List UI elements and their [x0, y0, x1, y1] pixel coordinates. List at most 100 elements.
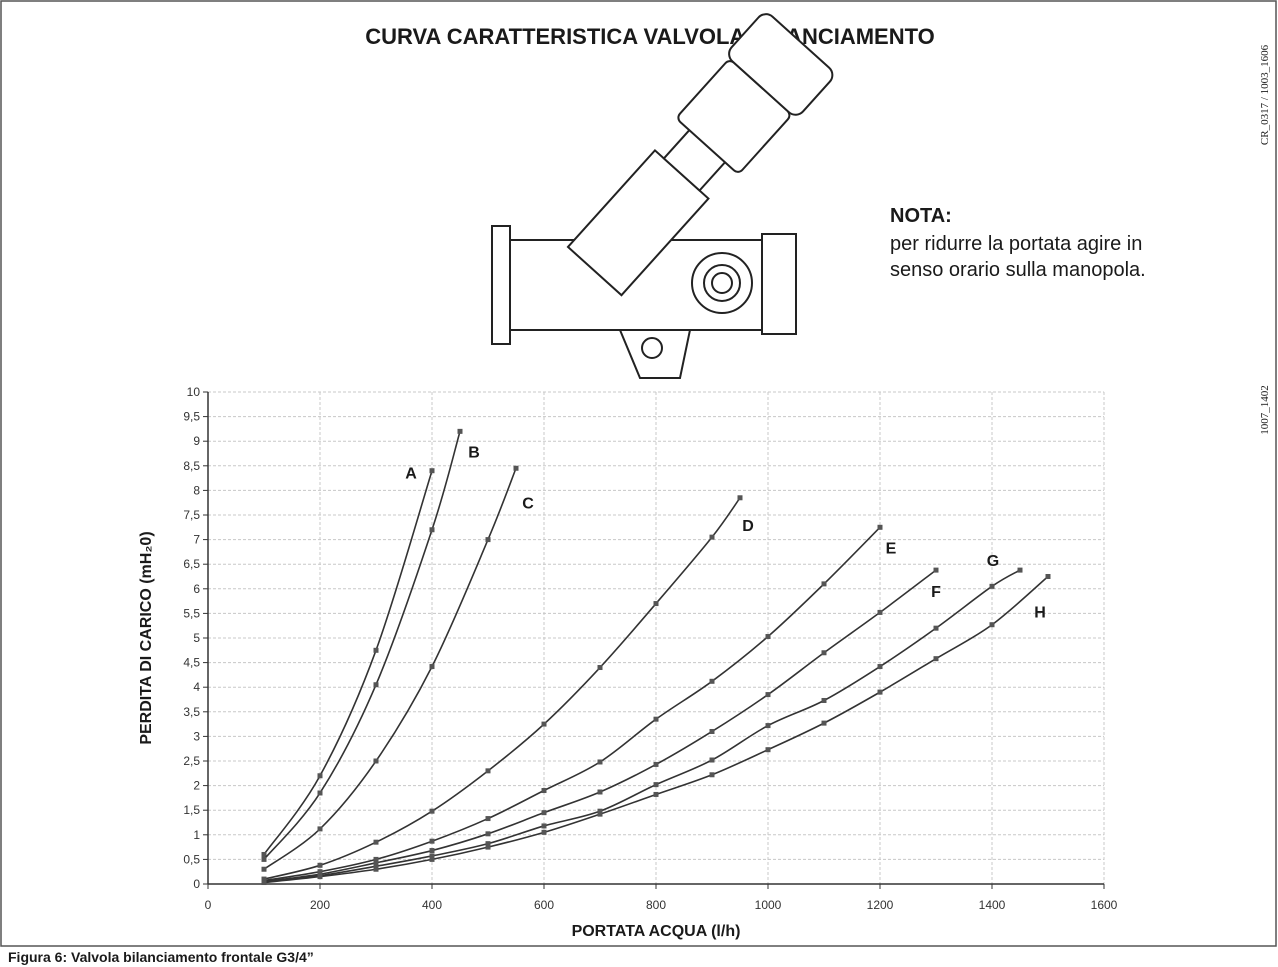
point	[318, 863, 323, 868]
x-tick-label: 800	[646, 898, 666, 912]
point	[822, 721, 827, 726]
chart: 00,511,522,533,544,555,566,577,588,599,5…	[138, 385, 1118, 940]
x-tick-label: 1200	[867, 898, 894, 912]
series-label: H	[1034, 605, 1046, 622]
y-tick-label: 0	[193, 877, 200, 891]
point	[486, 845, 491, 850]
point	[262, 867, 267, 872]
point	[374, 682, 379, 687]
curve	[264, 468, 516, 869]
y-tick-label: 8,5	[183, 459, 200, 473]
point	[458, 429, 463, 434]
x-tick-label: 200	[310, 898, 330, 912]
y-tick-label: 3,5	[183, 705, 200, 719]
point	[318, 773, 323, 778]
point	[710, 679, 715, 684]
series-label: C	[522, 495, 534, 512]
y-tick-label: 2	[193, 779, 200, 793]
point	[542, 722, 547, 727]
point	[654, 717, 659, 722]
y-tick-label: 5	[193, 631, 200, 645]
y-tick-label: 1,5	[183, 803, 200, 817]
point	[430, 809, 435, 814]
point	[486, 831, 491, 836]
point	[654, 792, 659, 797]
point	[430, 848, 435, 853]
point	[542, 788, 547, 793]
point	[934, 626, 939, 631]
point	[430, 468, 435, 473]
series-label: F	[931, 584, 941, 601]
point	[766, 723, 771, 728]
point	[318, 826, 323, 831]
point	[262, 880, 267, 885]
y-tick-label: 5,5	[183, 606, 200, 620]
point	[766, 747, 771, 752]
point	[766, 692, 771, 697]
point	[262, 857, 267, 862]
point	[318, 874, 323, 879]
y-tick-label: 7,5	[183, 508, 200, 522]
point	[430, 857, 435, 862]
point	[430, 839, 435, 844]
point	[710, 535, 715, 540]
point	[598, 812, 603, 817]
point	[486, 768, 491, 773]
point	[514, 466, 519, 471]
page: CURVA CARATTERISTICA VALVOLA BILANCIAMEN…	[0, 0, 1278, 967]
point	[878, 525, 883, 530]
point	[822, 650, 827, 655]
point	[766, 634, 771, 639]
y-tick-label: 9	[193, 434, 200, 448]
series-label: G	[987, 553, 999, 570]
x-axis-label: PORTATA ACQUA (l/h)	[572, 923, 741, 940]
point	[654, 601, 659, 606]
y-tick-label: 4	[193, 680, 200, 694]
series-label: B	[468, 444, 480, 461]
curve	[264, 527, 880, 880]
point	[710, 772, 715, 777]
point	[710, 729, 715, 734]
point	[430, 527, 435, 532]
point	[934, 656, 939, 661]
x-tick-label: 1400	[979, 898, 1006, 912]
series-label: E	[886, 540, 897, 557]
chart-title: CURVA CARATTERISTICA VALVOLA BILANCIAMEN…	[365, 24, 935, 49]
point	[878, 610, 883, 615]
point	[542, 830, 547, 835]
x-tick-label: 600	[534, 898, 554, 912]
valve-illustration	[492, 10, 836, 378]
point	[598, 665, 603, 670]
point	[738, 495, 743, 500]
point	[430, 664, 435, 669]
x-tick-label: 1000	[755, 898, 782, 912]
curve	[264, 570, 1020, 882]
y-tick-label: 0,5	[183, 852, 200, 866]
point	[374, 648, 379, 653]
point	[374, 840, 379, 845]
x-tick-label: 0	[205, 898, 212, 912]
point	[542, 810, 547, 815]
point	[318, 790, 323, 795]
point	[486, 537, 491, 542]
point	[542, 823, 547, 828]
note-line: senso orario sulla manopola.	[890, 259, 1146, 281]
x-tick-label: 1600	[1091, 898, 1118, 912]
y-tick-label: 2,5	[183, 754, 200, 768]
note-heading: NOTA:	[890, 205, 952, 227]
curve	[264, 498, 740, 879]
point	[1018, 568, 1023, 573]
point	[654, 762, 659, 767]
series-label: D	[742, 518, 754, 535]
point	[822, 698, 827, 703]
x-tick-label: 400	[422, 898, 442, 912]
caption: Figura 6: Valvola bilanciamento frontale…	[8, 949, 314, 965]
note-line: per ridurre la portata agire in	[890, 233, 1142, 255]
point	[1046, 574, 1051, 579]
point	[990, 622, 995, 627]
point	[374, 867, 379, 872]
point	[654, 782, 659, 787]
point	[374, 759, 379, 764]
y-tick-label: 4,5	[183, 656, 200, 670]
y-tick-label: 8	[193, 483, 200, 497]
